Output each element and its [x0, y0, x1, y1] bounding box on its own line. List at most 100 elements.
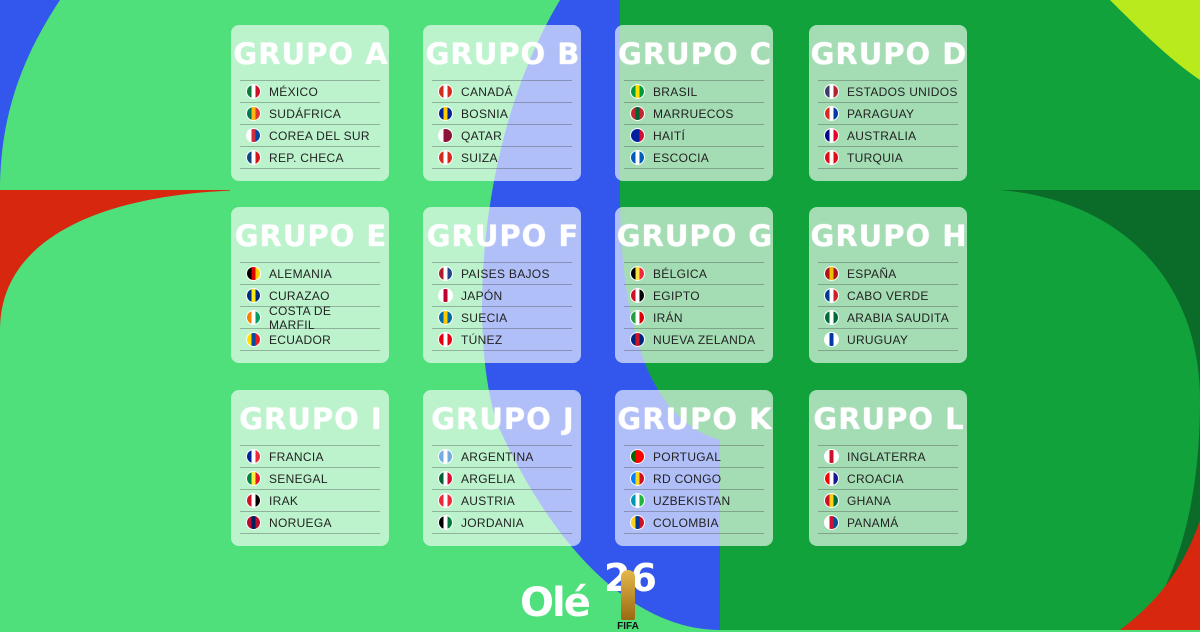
- team-row: AUSTRIA: [432, 490, 572, 512]
- team-name: SENEGAL: [269, 471, 328, 486]
- team-name: QATAR: [461, 128, 503, 143]
- flag-icon: [630, 150, 645, 165]
- team-row: SUDÁFRICA: [240, 103, 380, 125]
- team-name: URUGUAY: [847, 332, 909, 347]
- flag-icon: [438, 106, 453, 121]
- flag-icon: [246, 266, 261, 281]
- team-list: FRANCIA SENEGAL IRAK NORUEGA: [240, 445, 380, 534]
- team-row: ESPAÑA: [818, 263, 958, 285]
- team-row: AUSTRALIA: [818, 125, 958, 147]
- team-name: ECUADOR: [269, 332, 332, 347]
- team-row: BOSNIA: [432, 103, 572, 125]
- flag-icon: [438, 128, 453, 143]
- flag-icon: [246, 471, 261, 486]
- team-list: INGLATERRA CROACIA GHANA PANAMÁ: [818, 445, 958, 534]
- team-name: CABO VERDE: [847, 288, 929, 303]
- team-row: COSTA DE MARFIL: [240, 304, 380, 332]
- team-row: CROACIA: [818, 468, 958, 490]
- team-row: ARGENTINA: [432, 446, 572, 468]
- team-name: NORUEGA: [269, 515, 332, 530]
- team-name: ARGENTINA: [461, 449, 534, 464]
- group-title: GRUPO G: [616, 219, 774, 253]
- group-card: GRUPO J ARGENTINA ARGELIA AUSTRIA JORDANIA: [423, 390, 581, 546]
- team-list: CANADÁ BOSNIA QATAR SUIZA: [432, 80, 572, 169]
- flag-icon: [246, 515, 261, 530]
- flag-icon: [246, 310, 261, 325]
- team-row: ARGELIA: [432, 468, 572, 490]
- flag-icon: [824, 150, 839, 165]
- team-list: PAISES BAJOS JAPÓN SUECIA TÚNEZ: [432, 262, 572, 351]
- group-card: GRUPO G BÉLGICA EGIPTO IRÁN NUEVA ZELANDA: [615, 207, 773, 363]
- team-name: HAITÍ: [653, 128, 686, 143]
- team-name: GHANA: [847, 493, 892, 508]
- flag-icon: [438, 288, 453, 303]
- team-name: RD CONGO: [653, 471, 722, 486]
- team-row: IRÁN: [624, 307, 764, 329]
- group-card: GRUPO H ESPAÑA CABO VERDE ARABIA SAUDITA URU…: [809, 207, 967, 363]
- group-card: GRUPO C BRASIL MARRUECOS HAITÍ ESCOCIA: [615, 25, 773, 181]
- group-card: GRUPO I FRANCIA SENEGAL IRAK NORUEGA: [231, 390, 389, 546]
- group-card: GRUPO D ESTADOS UNIDOS PARAGUAY AUSTRALIA TU…: [809, 25, 967, 181]
- team-name: JORDANIA: [461, 515, 525, 530]
- flag-icon: [630, 449, 645, 464]
- team-row: PAISES BAJOS: [432, 263, 572, 285]
- flag-icon: [630, 515, 645, 530]
- flag-icon: [246, 150, 261, 165]
- team-name: FRANCIA: [269, 449, 324, 464]
- team-name: SUIZA: [461, 150, 498, 165]
- team-name: IRÁN: [653, 310, 683, 325]
- team-name: ARGELIA: [461, 471, 516, 486]
- flag-icon: [824, 515, 839, 530]
- flag-icon: [246, 449, 261, 464]
- fifa-label: FIFA: [617, 621, 639, 632]
- flag-icon: [438, 266, 453, 281]
- team-name: IRAK: [269, 493, 299, 508]
- team-row: FRANCIA: [240, 446, 380, 468]
- team-row: PANAMÁ: [818, 512, 958, 534]
- team-row: CURAZAO: [240, 285, 380, 307]
- team-name: CURAZAO: [269, 288, 330, 303]
- team-row: BRASIL: [624, 81, 764, 103]
- team-name: MARRUECOS: [653, 106, 734, 121]
- team-row: TÚNEZ: [432, 329, 572, 351]
- team-name: COLOMBIA: [653, 515, 719, 530]
- team-row: ESCOCIA: [624, 147, 764, 169]
- flag-icon: [438, 515, 453, 530]
- world-cup-2026-logo: 26 FIFA: [604, 559, 657, 632]
- flag-icon: [438, 310, 453, 325]
- team-name: AUSTRIA: [461, 493, 516, 508]
- flag-icon: [824, 471, 839, 486]
- team-list: BRASIL MARRUECOS HAITÍ ESCOCIA: [624, 80, 764, 169]
- team-row: PARAGUAY: [818, 103, 958, 125]
- team-name: JAPÓN: [461, 288, 503, 303]
- flag-icon: [246, 128, 261, 143]
- flag-icon: [438, 449, 453, 464]
- team-row: URUGUAY: [818, 329, 958, 351]
- team-row: JAPÓN: [432, 285, 572, 307]
- team-row: HAITÍ: [624, 125, 764, 147]
- team-name: MÉXICO: [269, 84, 319, 99]
- team-name: SUECIA: [461, 310, 508, 325]
- team-name: PAISES BAJOS: [461, 266, 550, 281]
- flag-icon: [824, 310, 839, 325]
- ole-logo: Olé: [520, 580, 591, 626]
- group-card: GRUPO A MÉXICO SUDÁFRICA COREA DEL SUR REP. …: [231, 25, 389, 181]
- team-row: TURQUIA: [818, 147, 958, 169]
- flag-icon: [246, 493, 261, 508]
- group-title: GRUPO L: [813, 402, 965, 436]
- team-row: INGLATERRA: [818, 446, 958, 468]
- group-title: GRUPO H: [810, 219, 968, 253]
- flag-icon: [246, 332, 261, 347]
- team-name: NUEVA ZELANDA: [653, 332, 756, 347]
- flag-icon: [630, 493, 645, 508]
- team-name: SUDÁFRICA: [269, 106, 342, 121]
- team-row: ESTADOS UNIDOS: [818, 81, 958, 103]
- team-name: BRASIL: [653, 84, 698, 99]
- team-row: NUEVA ZELANDA: [624, 329, 764, 351]
- flag-icon: [630, 84, 645, 99]
- team-row: BÉLGICA: [624, 263, 764, 285]
- flag-icon: [630, 332, 645, 347]
- team-row: QATAR: [432, 125, 572, 147]
- group-card: GRUPO L INGLATERRA CROACIA GHANA PANAMÁ: [809, 390, 967, 546]
